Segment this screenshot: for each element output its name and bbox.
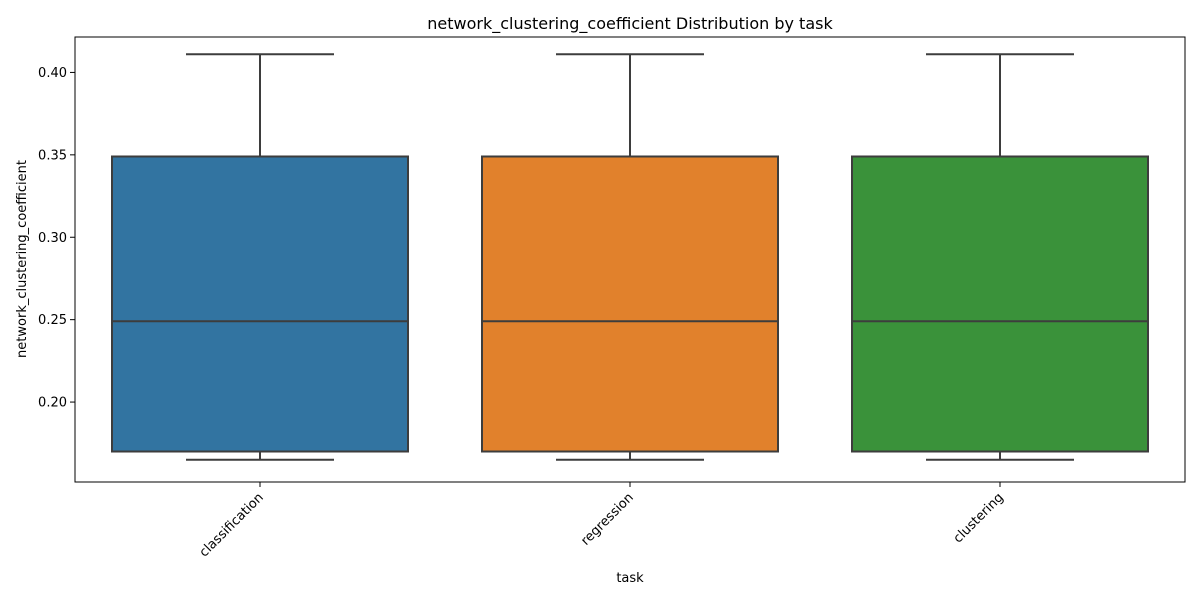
y-axis-label: network_clustering_coefficient — [15, 160, 30, 358]
plot-area — [111, 53, 1149, 461]
box-body — [111, 155, 409, 453]
y-axis: 0.20 0.25 0.30 0.35 0.40 — [38, 66, 75, 411]
y-tick-label: 0.40 — [38, 66, 67, 81]
y-tick-label: 0.35 — [38, 148, 67, 163]
box-body — [481, 155, 779, 453]
box-body — [851, 155, 1149, 453]
y-tick-label: 0.20 — [38, 396, 67, 411]
x-tick-label: regression — [578, 490, 636, 548]
chart-title: network_clustering_coefficient Distribut… — [427, 14, 833, 34]
box-classification — [111, 53, 409, 461]
x-tick-label: clustering — [951, 490, 1007, 546]
x-axis: classification regression clustering — [197, 482, 1007, 560]
box-clustering — [851, 53, 1149, 461]
x-axis-label: task — [616, 571, 644, 586]
x-tick-label: classification — [197, 490, 267, 560]
y-tick-label: 0.25 — [38, 313, 67, 328]
box-regression — [481, 53, 779, 461]
y-tick-label: 0.30 — [38, 231, 67, 246]
